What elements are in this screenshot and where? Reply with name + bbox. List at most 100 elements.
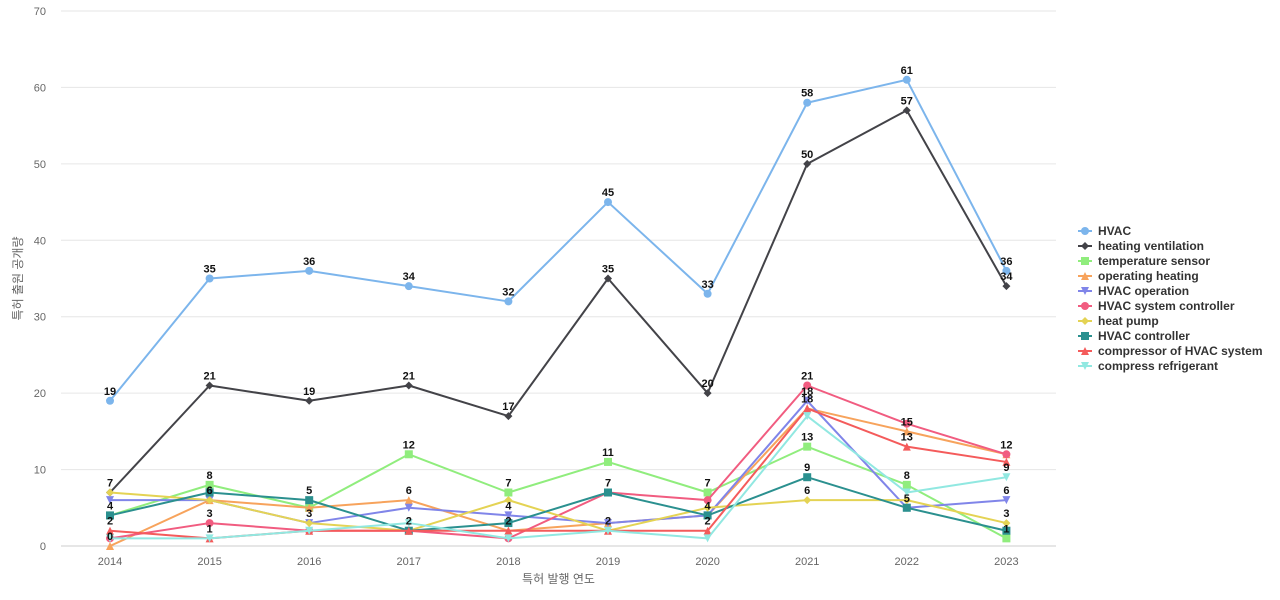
- data-label: 4: [107, 500, 114, 512]
- legend-marker: [1081, 362, 1089, 370]
- y-tick-label: 70: [34, 6, 46, 18]
- data-label: 12: [403, 439, 415, 451]
- data-label: 36: [303, 256, 315, 268]
- x-tick-label: 2018: [496, 556, 520, 568]
- data-point: [803, 159, 812, 168]
- data-label: 2: [107, 516, 113, 528]
- series-line: [109, 491, 1008, 532]
- legend-item[interactable]: compress refrigerant: [1078, 359, 1218, 373]
- data-label: 34: [1000, 271, 1013, 283]
- data-point: [803, 381, 812, 390]
- legend-label: compressor of HVAC system: [1098, 344, 1263, 358]
- legend-item[interactable]: temperature sensor: [1078, 254, 1210, 268]
- data-point: [404, 519, 413, 528]
- data-point: [803, 412, 812, 421]
- data-label: 7: [505, 478, 511, 490]
- legend-item[interactable]: HVAC controller: [1078, 329, 1190, 343]
- data-point: [902, 106, 911, 115]
- data-labels: 1935363432453358613672119211735205057344…: [104, 65, 1014, 543]
- data-point: [604, 274, 612, 283]
- data-point: [106, 488, 114, 497]
- data-point: [504, 519, 513, 528]
- y-tick-label: 60: [34, 82, 46, 94]
- data-label: 33: [701, 279, 713, 291]
- legend-marker: [1081, 287, 1089, 295]
- y-tick-label: 30: [34, 312, 46, 324]
- data-point: [504, 511, 513, 520]
- data-label: 3: [207, 508, 213, 520]
- series: [106, 75, 1011, 550]
- data-point: [305, 496, 314, 505]
- data-point: [803, 496, 812, 505]
- data-label: 18: [801, 393, 813, 405]
- y-axis-title: 특허 출원 공개량: [11, 237, 25, 321]
- data-point: [504, 412, 513, 421]
- data-point: [1002, 519, 1011, 528]
- gridlines: [61, 10, 1056, 547]
- data-point: [604, 488, 612, 497]
- data-point: [504, 526, 513, 535]
- data-label: 6: [207, 485, 213, 497]
- data-label: 2: [705, 516, 711, 528]
- legend-label: compress refrigerant: [1098, 359, 1218, 373]
- data-point: [902, 419, 911, 428]
- data-point: [106, 396, 114, 405]
- x-tick-label: 2017: [397, 556, 421, 568]
- data-label: 13: [901, 432, 913, 444]
- data-label: 45: [602, 187, 614, 199]
- legend-item[interactable]: HVAC system controller: [1078, 299, 1235, 313]
- series-8: [106, 473, 1011, 535]
- data-point: [305, 266, 314, 275]
- data-point: [1002, 450, 1011, 459]
- x-tick-label: 2016: [297, 556, 321, 568]
- data-point: [205, 274, 214, 283]
- data-point: [803, 98, 812, 107]
- data-label: 12: [1000, 439, 1012, 451]
- data-point: [504, 297, 513, 306]
- legend-label: HVAC controller: [1098, 329, 1190, 343]
- data-label: 7: [705, 478, 711, 490]
- legend-item[interactable]: HVAC: [1078, 224, 1131, 238]
- data-point: [1002, 473, 1011, 482]
- series-line: [109, 476, 1008, 532]
- data-label: 4: [505, 500, 512, 512]
- legend-item[interactable]: HVAC operation: [1078, 284, 1189, 298]
- data-label: 21: [801, 371, 813, 383]
- x-tick-label: 2020: [695, 556, 719, 568]
- data-point: [205, 480, 214, 489]
- data-label: 11: [602, 447, 614, 459]
- data-point: [703, 488, 712, 497]
- data-point: [604, 526, 612, 535]
- legend-item[interactable]: compressor of HVAC system: [1078, 344, 1263, 358]
- data-label: 8: [207, 470, 213, 482]
- legend-label: operating heating: [1098, 269, 1199, 283]
- legend-marker: [1081, 242, 1089, 250]
- data-label: 35: [602, 264, 614, 276]
- legend-marker: [1081, 317, 1089, 325]
- data-point: [902, 75, 911, 84]
- data-label: 1: [1003, 523, 1009, 535]
- x-axis-title: 특허 발행 연도: [522, 571, 595, 586]
- data-point: [205, 381, 214, 390]
- series-1: [106, 75, 1011, 405]
- data-label: 61: [901, 65, 913, 77]
- data-point: [305, 519, 314, 528]
- data-point: [504, 534, 513, 543]
- data-label: 34: [403, 271, 416, 283]
- legend-item[interactable]: operating heating: [1078, 269, 1199, 283]
- data-point: [305, 503, 314, 512]
- data-point: [803, 396, 812, 405]
- data-point: [703, 503, 712, 512]
- data-label: 0: [107, 531, 113, 543]
- series-line: [109, 415, 1008, 540]
- data-point: [703, 389, 712, 398]
- legend-marker: [1081, 332, 1089, 340]
- data-point: [404, 503, 413, 512]
- legend-item[interactable]: heat pump: [1078, 314, 1159, 328]
- legend-item[interactable]: heating ventilation: [1078, 239, 1204, 253]
- data-point: [404, 381, 413, 390]
- series-2: [106, 106, 1011, 497]
- data-label: 1: [207, 523, 213, 535]
